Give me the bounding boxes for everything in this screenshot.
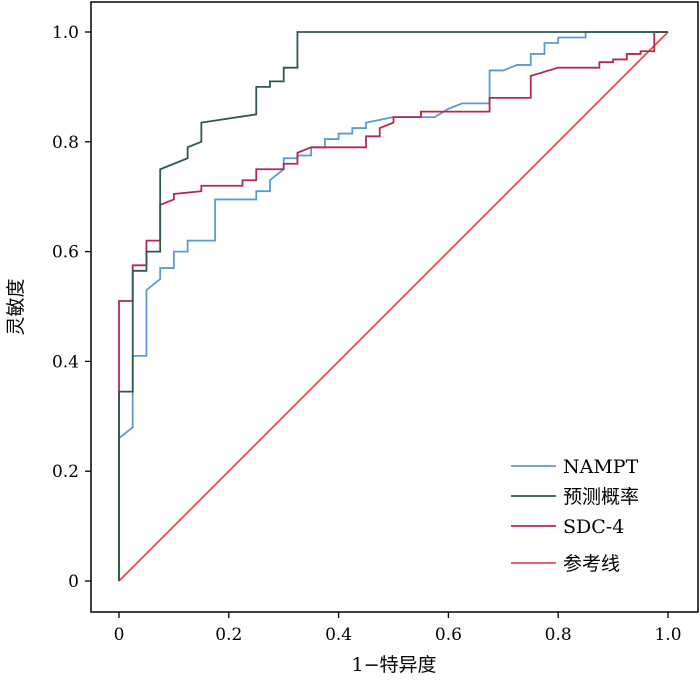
y-tick-label: 1.0 xyxy=(52,23,79,43)
y-axis-title: 灵敏度 xyxy=(5,278,27,335)
y-tick-label: 0 xyxy=(68,572,79,592)
y-tick-label: 0.8 xyxy=(52,133,79,153)
x-axis-title: 1−特异度 xyxy=(351,654,436,676)
legend-label: 预测概率 xyxy=(563,486,639,508)
series-line-3 xyxy=(118,31,669,582)
series-line-2 xyxy=(118,31,668,581)
y-axis: 0 0.2 0.4 0.6 0.8 1.0 xyxy=(52,23,91,592)
x-tick-label: 0 xyxy=(114,625,125,645)
legend: NAMPT 预测概率 SDC-4 参考线 xyxy=(511,456,639,575)
legend-label: SDC-4 xyxy=(563,516,624,538)
series-line-1 xyxy=(118,31,668,581)
x-tick-label: 0.6 xyxy=(435,625,462,645)
x-tick-label: 1.0 xyxy=(654,625,681,645)
plot-frame xyxy=(90,1,699,613)
y-tick-label: 0.2 xyxy=(52,462,79,482)
x-tick-label: 0.2 xyxy=(215,625,242,645)
legend-label: NAMPT xyxy=(563,456,639,478)
y-tick-label: 0.6 xyxy=(52,243,79,263)
series-layer xyxy=(118,31,669,582)
y-tick-label: 0.4 xyxy=(52,352,79,372)
x-axis: 0 0.2 0.4 0.6 0.8 1.0 xyxy=(114,612,682,645)
x-tick-label: 0.8 xyxy=(545,625,572,645)
x-tick-label: 0.4 xyxy=(325,625,352,645)
legend-label: 参考线 xyxy=(563,553,620,575)
